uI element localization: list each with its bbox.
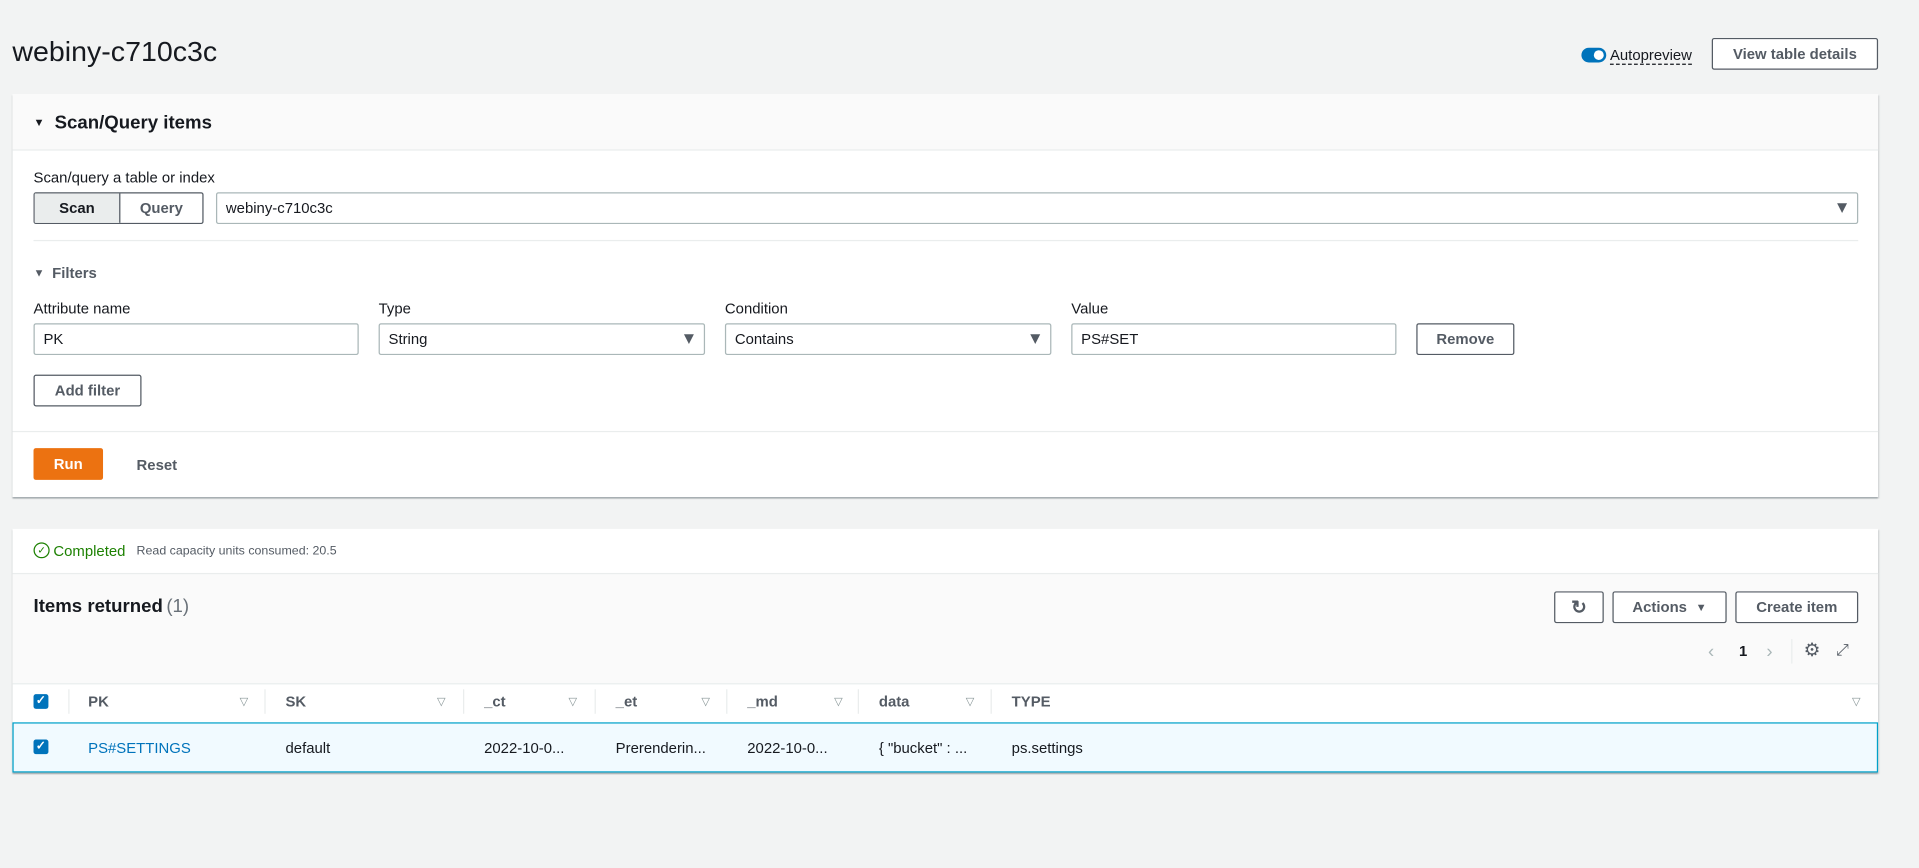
table-row[interactable] <box>12 722 1879 773</box>
chevron-down-icon <box>1030 334 1041 345</box>
items-returned-title: Items returned <box>33 596 163 618</box>
row-checkbox[interactable]: ✓ <box>33 739 49 755</box>
divider <box>12 430 1879 433</box>
collapse-caret-icon: ▼ <box>33 116 45 129</box>
status-text: Completed <box>53 542 126 560</box>
column-separator <box>594 689 596 714</box>
chevron-down-icon <box>683 334 694 345</box>
page-number[interactable]: 1 <box>1739 642 1748 660</box>
consumed-capacity: Read capacity units consumed: 20.5 <box>136 544 337 559</box>
sort-icon[interactable]: ▽ <box>568 695 578 708</box>
select-all-checkbox[interactable]: ✓ <box>33 694 49 709</box>
condition-select-value: Contains <box>734 330 794 348</box>
scan-query-panel: ▼ Scan/Query items Scan/query a table or… <box>12 94 1879 498</box>
cell-sk: default <box>285 739 331 757</box>
column-separator <box>68 689 70 714</box>
column-header-sk[interactable]: SK <box>285 692 307 711</box>
chevron-down-icon: ▼ <box>1695 601 1707 614</box>
column-separator <box>264 689 266 714</box>
scan-query-header[interactable]: ▼ Scan/Query items <box>12 94 1879 151</box>
results-header: Items returned (1) ↻ Actions ▼ Create ite… <box>12 572 1879 685</box>
column-separator <box>463 689 465 714</box>
previous-page-icon[interactable]: ‹ <box>1708 641 1715 663</box>
fullscreen-icon[interactable]: ⤢ <box>1835 640 1849 659</box>
cell-et: Prerenderin... <box>615 739 706 757</box>
chevron-down-icon <box>1837 203 1848 214</box>
success-check-icon: ✓ <box>33 542 50 559</box>
divider <box>33 239 1859 242</box>
refresh-button[interactable]: ↻ <box>1554 591 1604 624</box>
sort-icon[interactable]: ▽ <box>436 695 446 708</box>
create-item-button[interactable]: Create item <box>1735 591 1859 624</box>
cell-md: 2022-10-0... <box>747 739 828 757</box>
mode-segmented-control: Scan Query <box>33 192 204 225</box>
column-separator <box>857 689 859 714</box>
sort-icon[interactable]: ▽ <box>834 695 843 708</box>
view-table-details-button[interactable]: View table details <box>1711 37 1879 70</box>
column-header-pk[interactable]: PK <box>88 692 109 711</box>
mode-label: Scan/query a table or index <box>33 168 215 187</box>
sort-icon[interactable]: ▽ <box>1852 695 1861 708</box>
type-select[interactable]: String <box>378 323 706 356</box>
add-filter-button[interactable]: Add filter <box>33 374 142 407</box>
next-page-icon[interactable]: › <box>1766 641 1773 663</box>
sort-icon[interactable]: ▽ <box>965 695 975 708</box>
column-header-et[interactable]: _et <box>615 692 638 711</box>
column-header-data[interactable]: data <box>878 692 910 711</box>
column-header-type[interactable]: TYPE <box>1011 692 1051 711</box>
query-tab[interactable]: Query <box>139 199 183 217</box>
reset-button[interactable]: Reset <box>136 456 178 474</box>
value-input[interactable]: PS#SET <box>1071 323 1397 356</box>
condition-select[interactable]: Contains <box>724 323 1052 356</box>
column-header-md[interactable]: _md <box>747 692 778 711</box>
sort-icon[interactable]: ▽ <box>239 695 249 708</box>
table-select[interactable]: webiny-c710c3c <box>215 192 1859 225</box>
actions-button[interactable]: Actions ▼ <box>1612 591 1727 624</box>
page-title: webiny-c710c3c <box>12 35 218 68</box>
cell-pk-link[interactable]: PS#SETTINGS <box>88 739 191 757</box>
autopreview-toggle[interactable] <box>1581 47 1607 63</box>
autopreview-label[interactable]: Autopreview <box>1609 46 1692 65</box>
actions-label: Actions <box>1632 598 1687 616</box>
scan-query-title: Scan/Query items <box>54 112 212 134</box>
refresh-icon: ↻ <box>1571 597 1587 619</box>
table-select-value: webiny-c710c3c <box>225 199 333 217</box>
cell-data: { "bucket" : ... <box>878 739 968 757</box>
cell-ct: 2022-10-0... <box>484 739 565 757</box>
column-separator <box>990 689 992 714</box>
attribute-name-label: Attribute name <box>33 299 131 318</box>
column-header-ct[interactable]: _ct <box>484 692 506 711</box>
run-button[interactable]: Run <box>33 448 104 480</box>
divider <box>1791 639 1793 664</box>
filters-caret-icon[interactable]: ▼ <box>33 266 45 280</box>
filters-toggle[interactable]: Filters <box>52 264 97 282</box>
condition-label: Condition <box>724 299 788 318</box>
attribute-name-input[interactable]: PK <box>33 323 359 356</box>
column-separator <box>726 689 728 714</box>
gear-icon[interactable]: ⚙ <box>1803 640 1821 662</box>
cell-type: ps.settings <box>1011 739 1083 757</box>
value-label: Value <box>1071 299 1109 318</box>
type-select-value: String <box>388 330 428 348</box>
items-count: (1) <box>166 596 190 618</box>
scan-tab[interactable]: Scan <box>34 193 121 223</box>
sort-icon[interactable]: ▽ <box>701 695 710 708</box>
type-label: Type <box>378 299 411 318</box>
remove-filter-button[interactable]: Remove <box>1416 323 1515 356</box>
